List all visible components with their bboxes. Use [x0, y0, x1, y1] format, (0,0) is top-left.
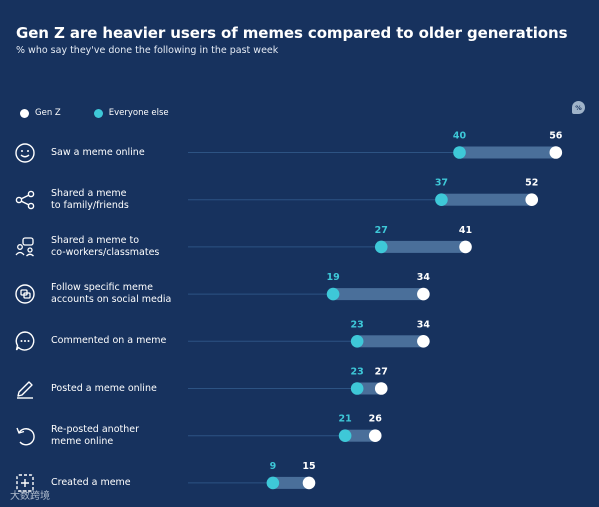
data-label-genz: 27	[375, 367, 388, 378]
legend-item-everyone-else: Everyone else	[93, 108, 169, 118]
category-label: Shared a meme to co-workers/classmates	[51, 234, 160, 258]
data-label-genz: 34	[417, 319, 431, 330]
dot-everyone-else	[374, 240, 388, 254]
dot-genz	[368, 429, 382, 443]
data-label-everyone-else: 19	[326, 272, 339, 283]
category-label: Re-posted another meme online	[51, 423, 140, 447]
dot-genz	[417, 335, 430, 348]
category-row: Created a meme	[0, 463, 599, 503]
percent-badge-icon: %	[572, 101, 585, 114]
repost-icon	[14, 425, 36, 447]
comment-icon	[14, 330, 36, 352]
category-label: Saw a meme online	[51, 146, 145, 158]
category-label: Commented on a meme	[51, 335, 167, 347]
range-bar	[333, 288, 424, 301]
data-label-genz: 15	[302, 461, 315, 472]
category-row: Shared a meme to co-workers/classmates	[0, 227, 599, 267]
category-row: Saw a meme online	[0, 133, 599, 173]
legend-swatch-everyone-else	[93, 108, 103, 118]
dot-everyone-else	[453, 146, 466, 159]
dot-genz	[459, 240, 472, 254]
chart-title: Gen Z are heavier users of memes compare…	[16, 24, 568, 42]
category-row: Commented on a meme	[0, 321, 599, 361]
range-bar	[357, 382, 382, 395]
range-bar	[272, 476, 309, 489]
data-label-everyone-else: 9	[270, 461, 277, 472]
dot-everyone-else	[326, 287, 340, 301]
category-label: Posted a meme online	[51, 382, 157, 394]
dot-everyone-else	[350, 382, 364, 395]
people-chat-icon	[14, 236, 36, 258]
category-label: Follow specific meme accounts on social …	[51, 282, 172, 306]
share-icon	[14, 189, 36, 211]
legend-swatch-genz	[20, 108, 29, 118]
create-icon	[14, 472, 36, 494]
dot-everyone-else	[338, 429, 352, 443]
dot-everyone-else	[266, 476, 280, 490]
dot-genz	[374, 382, 388, 395]
category-row: Re-posted another meme online	[0, 416, 599, 456]
legend-label-everyone-else: Everyone else	[108, 108, 169, 118]
range-bar	[441, 193, 532, 206]
data-label-genz: 56	[549, 131, 563, 142]
legend-label-genz: Gen Z	[35, 108, 61, 118]
data-label-everyone-else: 27	[375, 225, 388, 236]
smiley-icon	[14, 142, 36, 164]
range-bar	[459, 146, 556, 159]
category-label: Created a meme	[51, 476, 131, 488]
social-media-icon	[14, 283, 36, 305]
category-row: Shared a meme to family/friends	[0, 180, 599, 220]
pencil-icon	[14, 378, 36, 400]
watermark: 大数跨境	[10, 491, 50, 502]
data-label-everyone-else: 23	[351, 367, 364, 378]
range-bar	[357, 335, 424, 348]
range-bar	[381, 240, 466, 253]
dot-genz	[525, 193, 539, 206]
data-label-everyone-else: 21	[339, 414, 352, 425]
data-label-genz: 34	[417, 272, 431, 283]
data-label-everyone-else: 23	[351, 319, 364, 330]
range-bar	[345, 429, 376, 442]
data-label-everyone-else: 37	[435, 178, 448, 189]
dot-everyone-else	[350, 335, 364, 348]
dot-genz	[417, 287, 430, 301]
data-label-genz: 41	[459, 225, 472, 236]
dot-everyone-else	[435, 193, 448, 206]
data-label-genz: 52	[525, 178, 538, 189]
dot-genz	[549, 146, 563, 159]
data-label-genz: 26	[369, 414, 383, 425]
chart-subtitle: % who say they've done the following in …	[16, 45, 279, 56]
category-row: Follow specific meme accounts on social …	[0, 274, 599, 314]
legend: Gen Z Everyone else	[20, 108, 202, 118]
data-label-everyone-else: 40	[453, 131, 467, 142]
category-label: Shared a meme to family/friends	[51, 187, 129, 211]
category-row: Posted a meme online	[0, 369, 599, 409]
dot-genz	[302, 476, 316, 490]
legend-item-genz: Gen Z	[20, 108, 61, 118]
